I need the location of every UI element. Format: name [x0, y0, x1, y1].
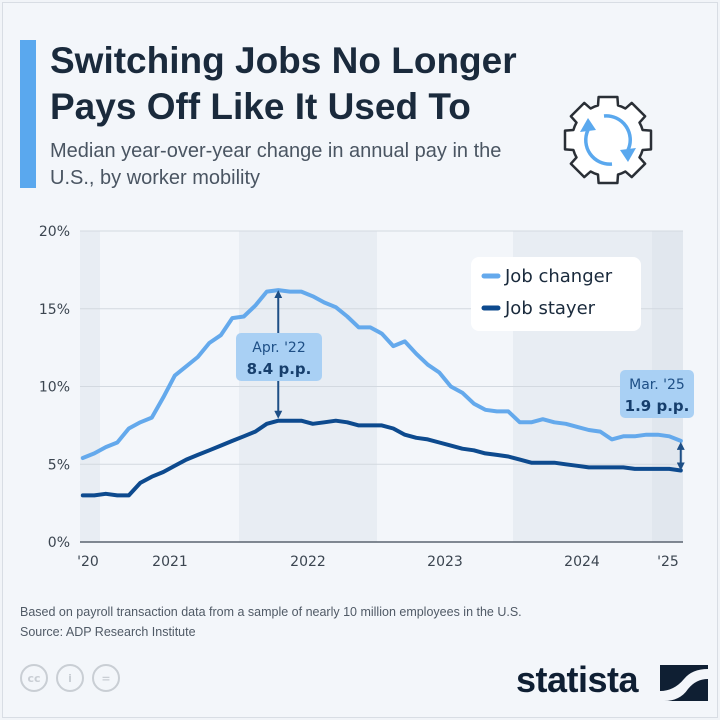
series-line-job-stayer	[80, 418, 683, 498]
cc-icon: cc	[20, 664, 48, 692]
x-tick-label: 2022	[290, 554, 326, 570]
attribution-icon: i	[56, 664, 84, 692]
gear-refresh-icon	[563, 95, 653, 185]
refresh-arc	[603, 114, 632, 151]
x-tick-label: '20	[77, 554, 99, 570]
refresh-arc	[584, 129, 613, 166]
y-tick-label: 20%	[39, 224, 70, 240]
gear-outline	[563, 95, 653, 185]
annotation-box-mar-25	[620, 370, 694, 418]
series-line-job-changer	[80, 288, 683, 460]
y-tick-label: 0%	[48, 535, 70, 551]
license-icons[interactable]: cc i =	[20, 664, 120, 692]
footnote: Based on payroll transaction data from a…	[20, 602, 522, 642]
footnote-source: Source: ADP Research Institute	[20, 625, 196, 639]
y-tick-label: 10%	[39, 380, 70, 396]
x-tick-label: 2021	[152, 554, 188, 570]
page-title: Switching Jobs No Longer Pays Off Like I…	[50, 40, 517, 127]
accent-bar	[20, 40, 36, 188]
annotation-value-mar-25: 1.9 p.p.	[625, 397, 690, 415]
annotation-value-apr-22: 8.4 p.p.	[247, 360, 312, 378]
x-tick-label: 2023	[427, 554, 463, 570]
annotation-box-apr-22	[236, 333, 322, 381]
refresh-arrowhead	[620, 148, 636, 162]
statista-logo[interactable]: statista	[516, 659, 639, 700]
no-derivatives-icon: =	[92, 664, 120, 692]
annotation-date-apr-22: Apr. '22	[252, 340, 306, 356]
y-tick-label: 5%	[48, 457, 70, 473]
annotation-date-mar-25: Mar. '25	[629, 377, 685, 393]
legend-box	[471, 257, 641, 331]
header: Switching Jobs No Longer Pays Off Like I…	[50, 38, 550, 192]
refresh-arrowhead	[580, 118, 596, 132]
statista-logo-mark	[660, 665, 708, 701]
y-tick-label: 15%	[39, 302, 70, 318]
x-tick-label: '25	[657, 554, 679, 570]
legend-label: Job changer	[504, 266, 613, 287]
page-subtitle: Median year-over-year change in annual p…	[50, 140, 502, 189]
footnote-note: Based on payroll transaction data from a…	[20, 605, 522, 619]
legend-label: Job stayer	[504, 298, 596, 319]
x-tick-label: 2024	[564, 554, 600, 570]
